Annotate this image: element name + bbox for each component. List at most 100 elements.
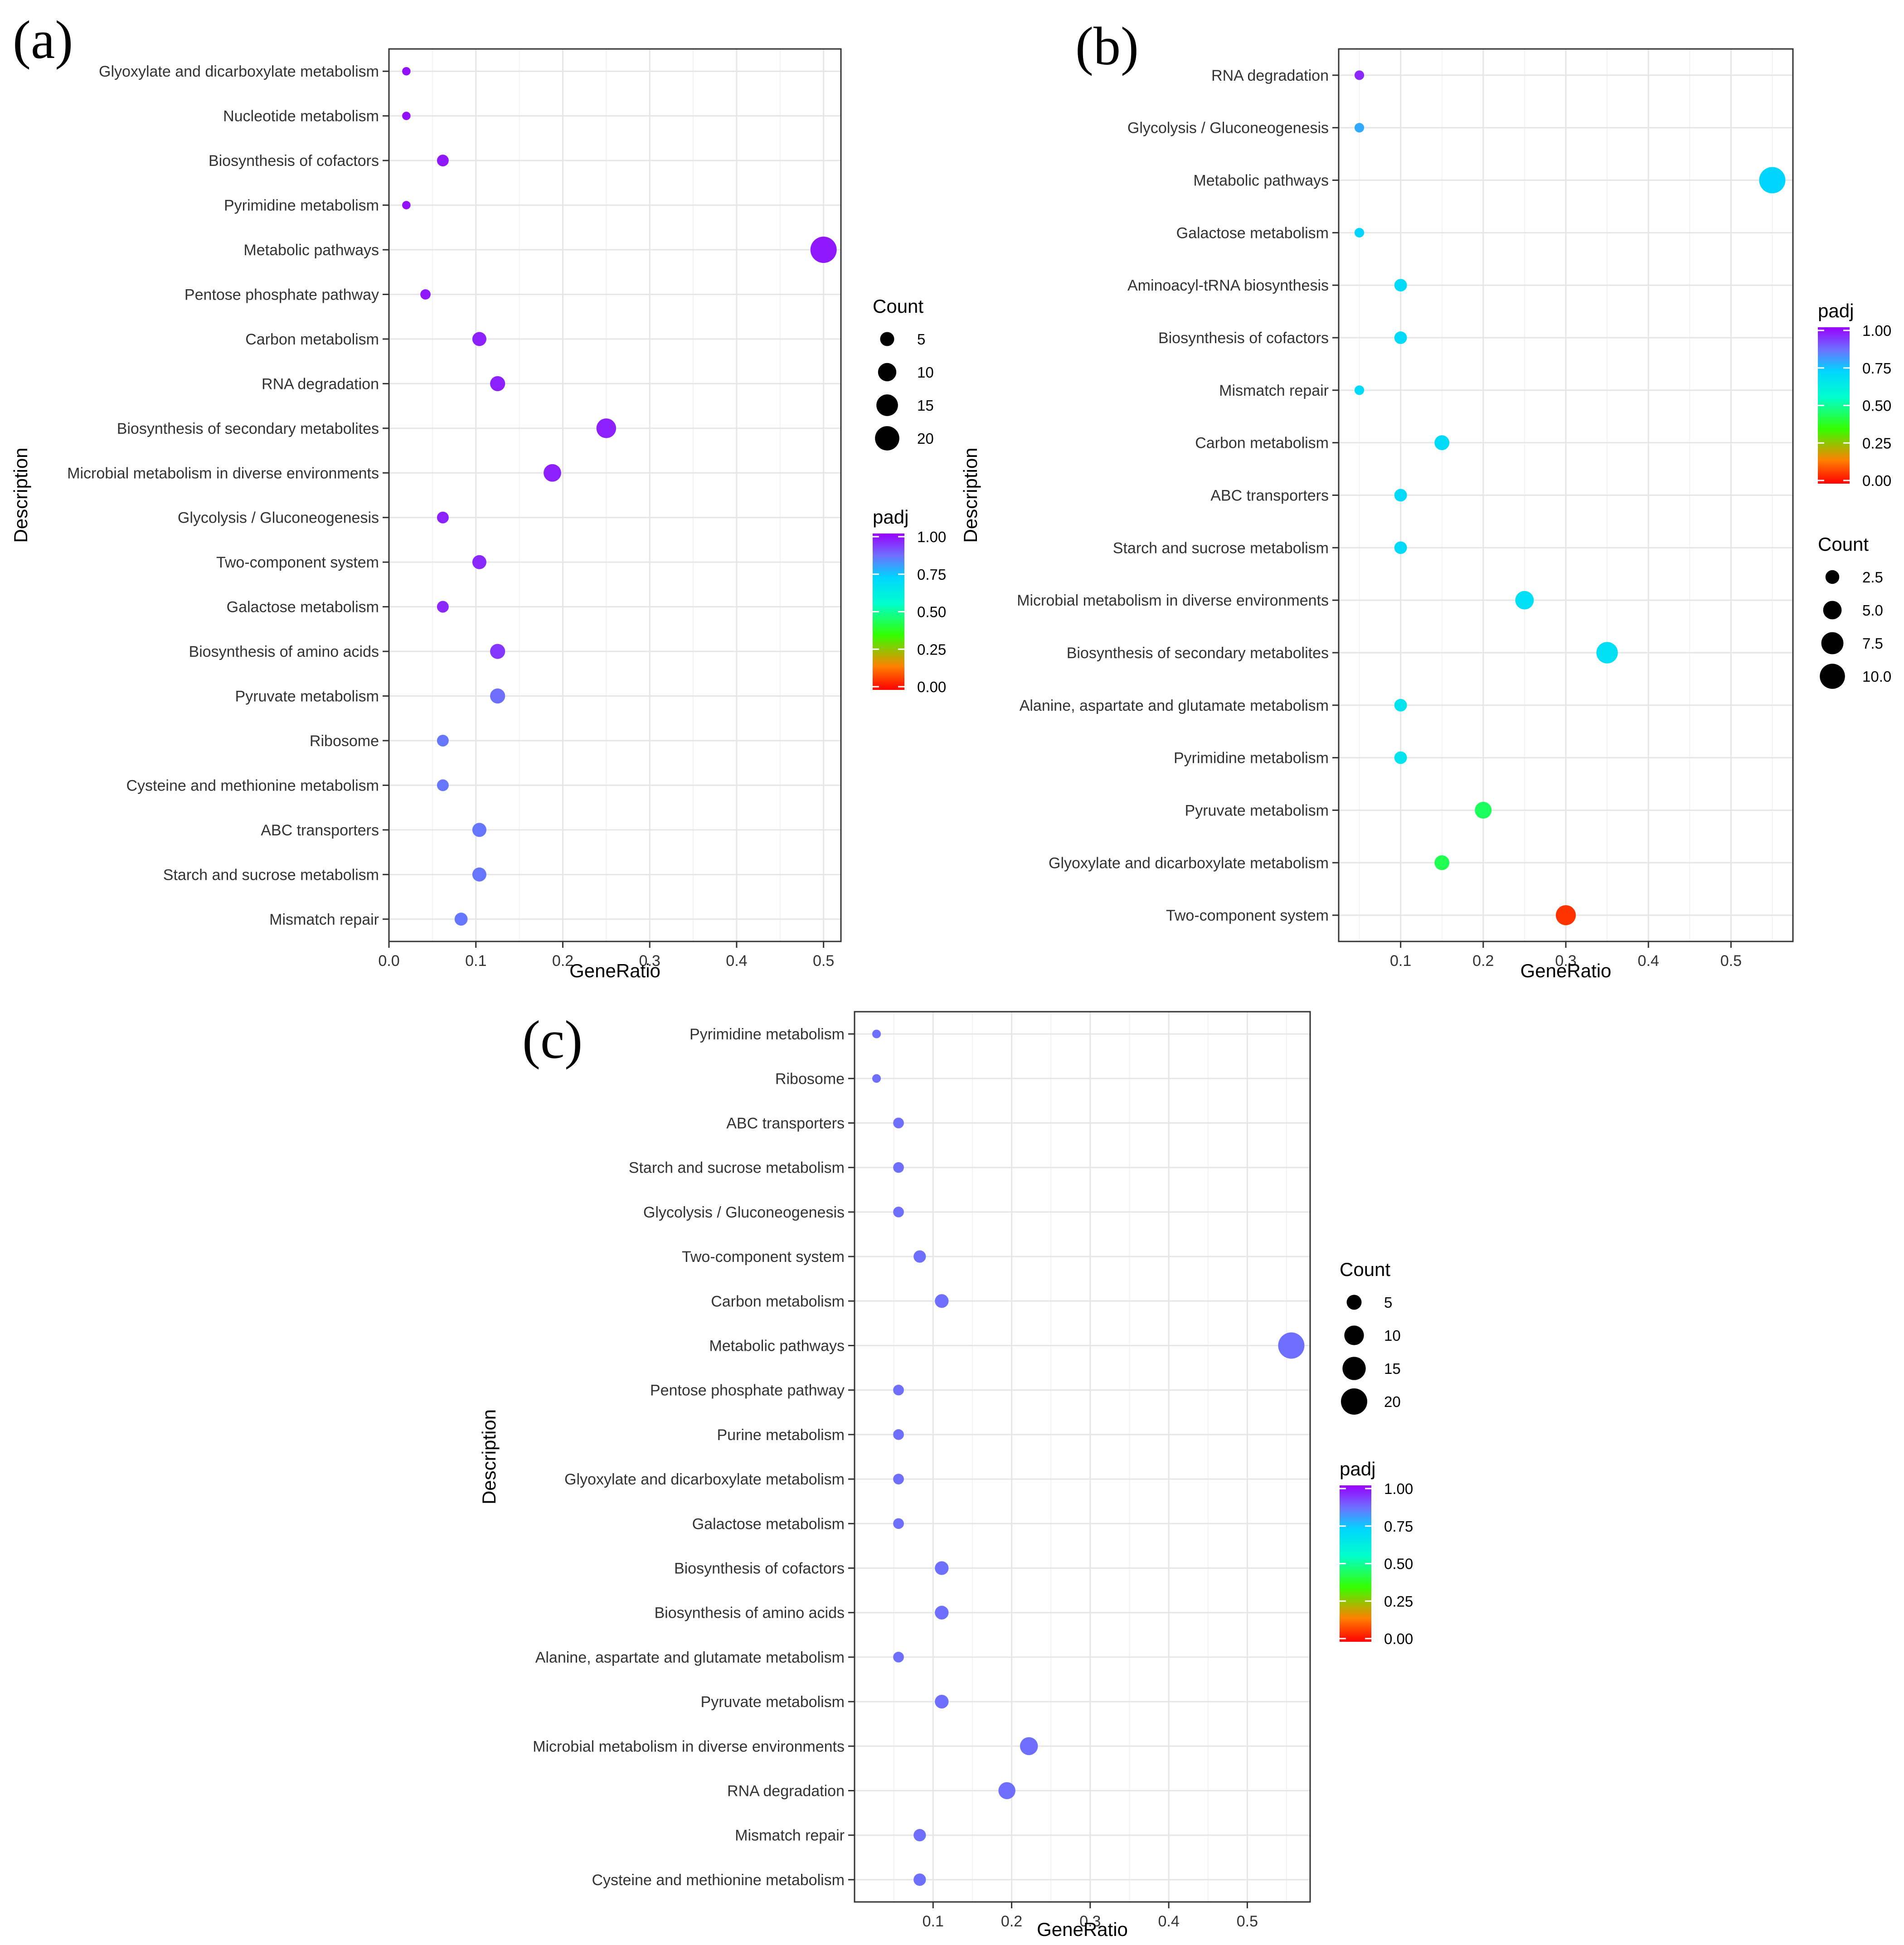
y-tick-label: Metabolic pathways — [1193, 172, 1329, 189]
y-tick-label: Microbial metabolism in diverse environm… — [533, 1738, 845, 1755]
panel-c: (c) Pyrimidine metabolism Ribosome ABC tra… — [478, 1009, 1413, 1940]
data-point — [1434, 435, 1450, 451]
y-tick-label: Two-component system — [216, 554, 379, 571]
y-axis-title: Description — [478, 1409, 500, 1504]
y-tick-label: Carbon metabolism — [1195, 435, 1329, 452]
count-legend-title: Count — [1340, 1259, 1390, 1280]
y-tick-label: Cysteine and methionine metabolism — [126, 777, 379, 794]
padj-legend-label: 0.00 — [1384, 1630, 1413, 1647]
y-tick-label: Two-component system — [682, 1248, 845, 1266]
y-tick-label: Pentose phosphate pathway — [185, 286, 379, 303]
padj-legend-label: 0.25 — [1862, 435, 1891, 451]
y-tick-label: ABC transporters — [726, 1115, 845, 1132]
y-tick-label: ABC transporters — [1210, 487, 1329, 504]
y-tick-label: Pyrimidine metabolism — [1174, 750, 1329, 767]
data-point — [402, 112, 411, 120]
data-point — [1354, 70, 1365, 80]
count-legend-label: 10 — [1384, 1327, 1401, 1344]
x-tick-label: 0.2 — [1472, 952, 1494, 970]
y-tick-label: Pyrimidine metabolism — [224, 197, 379, 214]
y-tick-label: Glycolysis / Gluconeogenesis — [1127, 120, 1329, 137]
padj-legend-label: 1.00 — [1384, 1480, 1413, 1497]
data-point — [998, 1782, 1015, 1799]
data-point — [420, 289, 431, 300]
y-tick-label: Glyoxylate and dicarboxylate metabolism — [99, 63, 379, 80]
data-point — [1354, 123, 1365, 133]
x-tick-label: 0.5 — [1237, 1913, 1258, 1930]
data-point — [1020, 1737, 1038, 1756]
y-tick-label: Glyoxylate and dicarboxylate metabolism — [1049, 854, 1329, 872]
y-tick-label: Biosynthesis of cofactors — [674, 1560, 845, 1577]
x-tick-label: 0.1 — [1390, 952, 1411, 970]
count-legend-key — [1341, 1388, 1367, 1415]
x-tick-label: 0.3 — [1555, 952, 1576, 970]
data-point — [935, 1605, 949, 1620]
data-point — [544, 464, 561, 482]
panel-b: (b) RNA degradation Glycolysis / Gluconeo… — [960, 16, 1891, 981]
y-tick-label: Carbon metabolism — [245, 331, 379, 348]
y-tick-label: Two-component system — [1166, 907, 1329, 924]
y-tick-label: Biosynthesis of amino acids — [189, 643, 379, 660]
padj-legend-label: 0.25 — [917, 641, 946, 658]
y-tick-label: Mismatch repair — [735, 1827, 845, 1844]
panel-b-letter: (b) — [1075, 16, 1139, 76]
y-tick-label: Mismatch repair — [1219, 382, 1329, 399]
x-tick-label: 0.3 — [1079, 1913, 1101, 1930]
x-tick-label: 0.4 — [1638, 952, 1659, 970]
data-point — [1354, 228, 1365, 238]
y-tick-label: Starch and sucrose metabolism — [163, 866, 379, 883]
count-legend-label: 5 — [917, 331, 925, 348]
y-tick-label: Alanine, aspartate and glutamate metabol… — [535, 1649, 845, 1666]
panel-c-letter: (c) — [522, 1009, 583, 1070]
data-point — [472, 823, 486, 837]
data-point — [1354, 385, 1365, 395]
y-tick-label: Microbial metabolism in diverse environm… — [1017, 592, 1329, 609]
x-axis-title: GeneRatio — [1037, 1919, 1128, 1940]
data-point — [437, 779, 449, 791]
y-tick-label: Glyoxylate and dicarboxylate metabolism — [564, 1471, 845, 1488]
data-point — [1394, 489, 1407, 502]
y-tick-label: Metabolic pathways — [709, 1338, 845, 1355]
panel-a: (a) Glyoxylate and dicarboxylate metabol… — [10, 10, 946, 981]
data-point — [893, 1652, 904, 1663]
y-tick-label: Biosynthesis of cofactors — [209, 152, 379, 170]
count-legend-key — [1820, 664, 1845, 689]
y-tick-label: Microbial metabolism in diverse environm… — [67, 465, 379, 482]
data-point — [913, 1829, 926, 1842]
padj-legend-label: 0.50 — [1384, 1556, 1413, 1572]
padj-legend-label: 1.00 — [917, 529, 946, 545]
count-legend-label: 10.0 — [1862, 668, 1891, 685]
y-tick-label: Ribosome — [775, 1070, 845, 1087]
count-legend-key — [1823, 601, 1842, 620]
count-legend-key — [878, 363, 897, 382]
x-tick-label: 0.2 — [1001, 1913, 1022, 1930]
y-tick-label: Starch and sucrose metabolism — [629, 1159, 845, 1177]
data-point — [872, 1029, 881, 1038]
y-tick-label: Biosynthesis of cofactors — [1158, 330, 1329, 347]
data-point — [893, 1117, 904, 1129]
data-point — [872, 1074, 881, 1083]
y-tick-label: Cysteine and methionine metabolism — [592, 1872, 845, 1889]
y-tick-label: Glycolysis / Gluconeogenesis — [178, 509, 379, 527]
data-point — [437, 601, 449, 613]
data-point — [1394, 331, 1407, 344]
y-tick-label: Ribosome — [310, 732, 379, 750]
x-tick-label: 0.1 — [465, 952, 486, 970]
data-point — [935, 1294, 949, 1308]
y-tick-label: Galactose metabolism — [227, 599, 379, 616]
data-point — [1394, 279, 1407, 292]
panel-b-plot: RNA degradation Glycolysis / Gluconeogene… — [960, 48, 1891, 981]
y-tick-label: Pyrimidine metabolism — [690, 1026, 845, 1043]
data-point — [472, 555, 486, 569]
data-point — [1596, 642, 1618, 664]
padj-legend-title: padj — [1340, 1458, 1375, 1479]
data-point — [1278, 1332, 1305, 1359]
y-tick-label: Pyruvate metabolism — [701, 1693, 845, 1711]
padj-legend-label: 0.75 — [917, 566, 946, 583]
data-point — [893, 1384, 904, 1396]
y-tick-label: Galactose metabolism — [1176, 224, 1329, 242]
data-point — [402, 67, 411, 76]
y-tick-label: Carbon metabolism — [711, 1293, 845, 1310]
y-tick-label: Metabolic pathways — [243, 242, 379, 259]
